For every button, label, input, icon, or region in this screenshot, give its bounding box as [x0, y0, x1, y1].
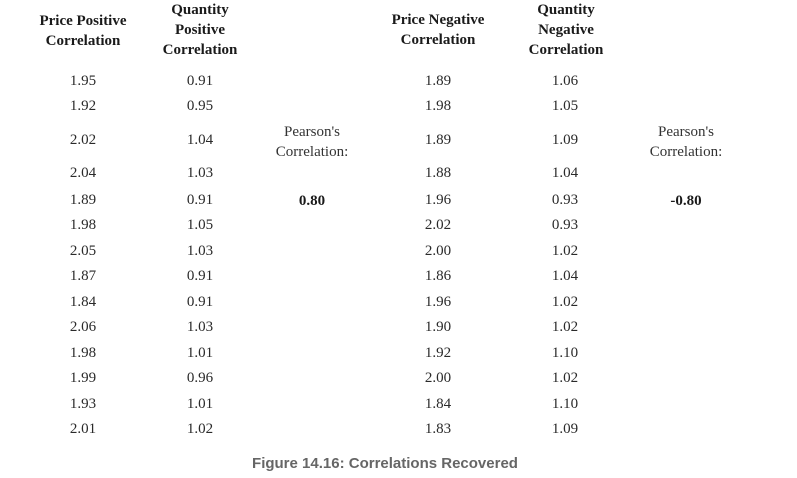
table-cell: 2.02 — [69, 132, 97, 148]
table-cell: 1.90 — [424, 319, 452, 335]
table-cell: 1.02 — [551, 370, 579, 386]
table-cell: 2.00 — [424, 370, 452, 386]
header-quantity-negative: Quantity Negative Correlation — [528, 2, 604, 58]
header-price-positive: Price Positive Correlation — [39, 13, 127, 49]
table-cell: 0.93 — [551, 192, 579, 208]
table-cell: 1.89 — [69, 192, 97, 208]
table-cell: 1.86 — [424, 268, 452, 284]
table-cell: 2.00 — [424, 243, 452, 259]
table-cell: 0.91 — [186, 73, 214, 89]
table-cell: 1.92 — [424, 345, 452, 361]
table-cell: 1.96 — [424, 192, 452, 208]
table-cell: 1.05 — [551, 98, 579, 114]
table-cell: 0.91 — [186, 294, 214, 310]
pearson-negative-value: -0.80 — [670, 193, 702, 209]
table-cell: 1.06 — [551, 73, 579, 89]
table-cell: 0.95 — [186, 98, 214, 114]
table-cell: 1.83 — [424, 421, 452, 437]
table-cell: 1.01 — [186, 345, 214, 361]
figure-caption: Figure 14.16: Correlations Recovered — [252, 455, 518, 472]
table-cell: 1.92 — [69, 98, 97, 114]
table-cell: 1.98 — [69, 217, 97, 233]
table-cell: 1.89 — [424, 132, 452, 148]
table-cell: 1.99 — [69, 370, 97, 386]
table-cell: 1.09 — [551, 421, 579, 437]
table-cell: 1.02 — [186, 421, 214, 437]
table-cell: 1.87 — [69, 268, 97, 284]
table-cell: 1.03 — [186, 165, 214, 181]
table-cell: 1.02 — [551, 319, 579, 335]
table-cell: 1.03 — [186, 243, 214, 259]
table-cell: 1.98 — [424, 98, 452, 114]
table-cell: 1.89 — [424, 73, 452, 89]
pearson-positive-value: 0.80 — [298, 193, 326, 209]
table-cell: 2.01 — [69, 421, 97, 437]
table-cell: 1.09 — [551, 132, 579, 148]
table-cell: 1.01 — [186, 396, 214, 412]
table-cell: 1.02 — [551, 243, 579, 259]
table-cell: 1.95 — [69, 73, 97, 89]
header-price-negative: Price Negative Correlation — [391, 12, 485, 48]
table-cell: 1.04 — [186, 132, 214, 148]
table-cell: 2.05 — [69, 243, 97, 259]
table-cell: 1.84 — [424, 396, 452, 412]
pearson-negative-label: Pearson's Correlation: — [649, 124, 723, 160]
table-cell: 0.91 — [186, 268, 214, 284]
table-cell: 0.91 — [186, 192, 214, 208]
table-cell: 2.06 — [69, 319, 97, 335]
table-cell: 2.02 — [424, 217, 452, 233]
pearson-positive-label: Pearson's Correlation: — [275, 124, 349, 160]
table-cell: 1.05 — [186, 217, 214, 233]
table-cell: 1.03 — [186, 319, 214, 335]
table-cell: 1.84 — [69, 294, 97, 310]
table-cell: 1.93 — [69, 396, 97, 412]
table-cell: 1.88 — [424, 165, 452, 181]
header-quantity-positive: Quantity Positive Correlation — [162, 2, 238, 58]
table-cell: 1.02 — [551, 294, 579, 310]
table-cell: 1.04 — [551, 165, 579, 181]
table-cell: 1.98 — [69, 345, 97, 361]
table-cell: 1.04 — [551, 268, 579, 284]
table-cell: 1.96 — [424, 294, 452, 310]
table-cell: 1.10 — [551, 345, 579, 361]
table-cell: 0.96 — [186, 370, 214, 386]
table-cell: 1.10 — [551, 396, 579, 412]
table-cell: 2.04 — [69, 165, 97, 181]
table-cell: 0.93 — [551, 217, 579, 233]
